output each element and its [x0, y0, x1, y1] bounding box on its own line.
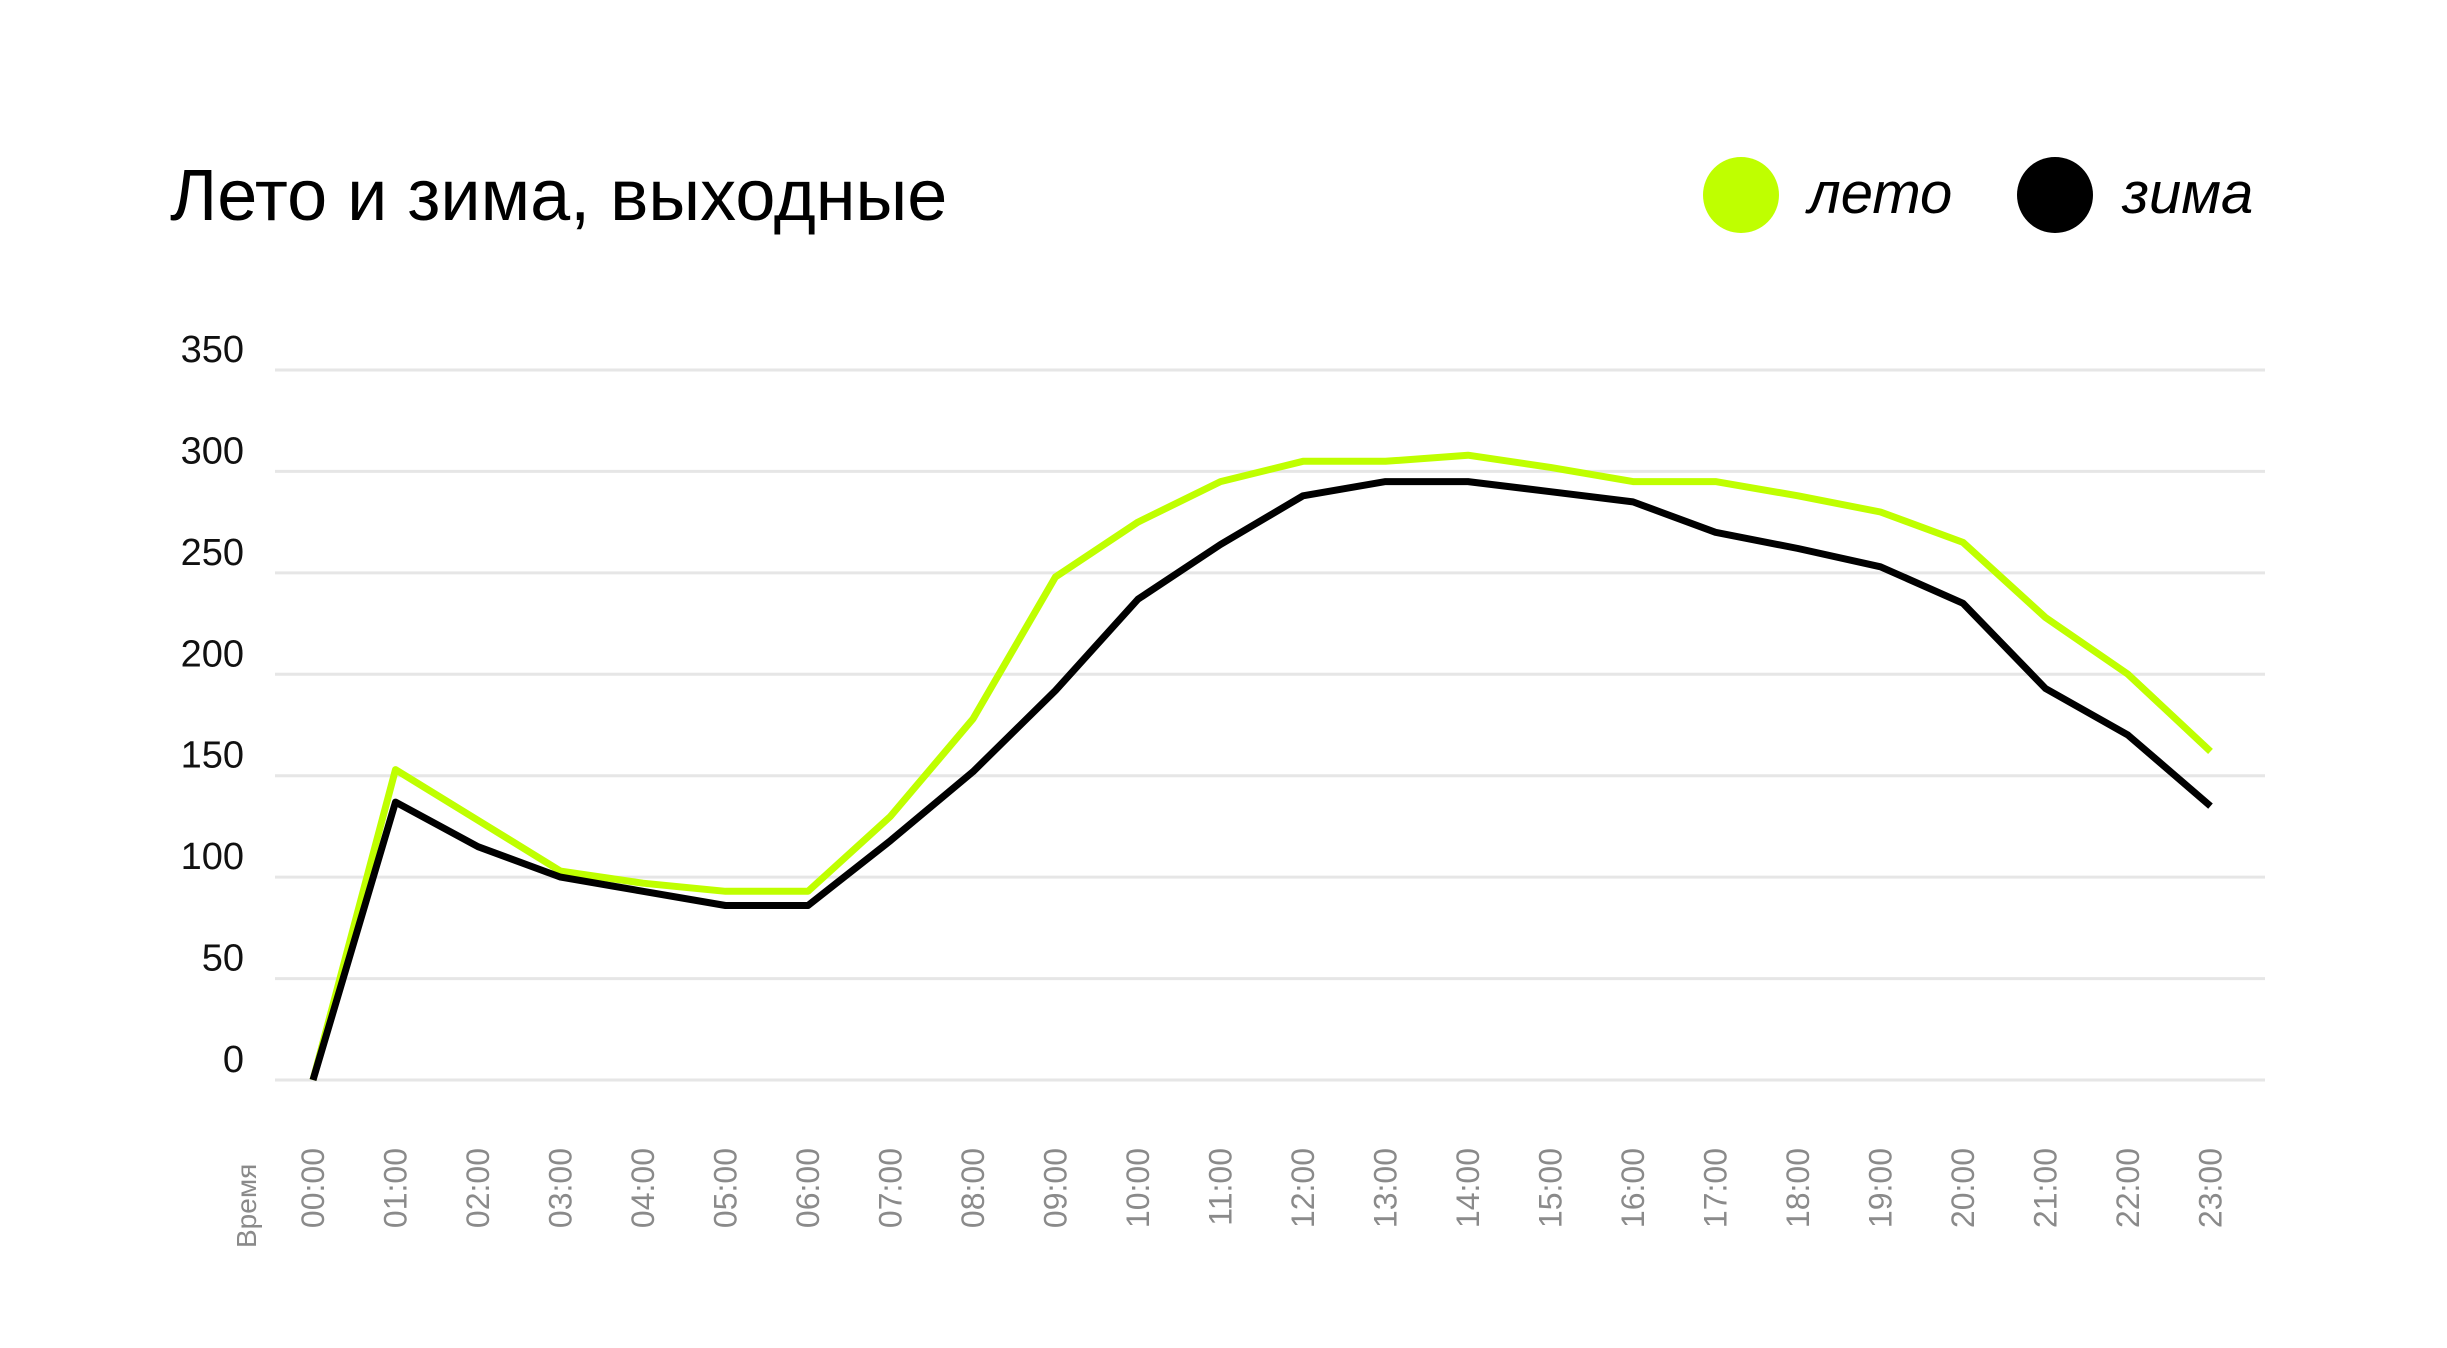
y-tick-label: 100	[181, 836, 244, 878]
y-tick-label: 200	[181, 633, 244, 675]
x-tick-label: 17:00	[1698, 1148, 1734, 1228]
x-tick-label: 14:00	[1450, 1148, 1486, 1228]
x-tick-label: 09:00	[1038, 1148, 1074, 1228]
x-tick-label: 04:00	[625, 1148, 661, 1228]
x-tick-label: 21:00	[2028, 1148, 2064, 1228]
x-tick-label: 00:00	[295, 1148, 331, 1228]
series-line-winter	[309, 478, 2213, 1081]
legend: лето зима	[1703, 157, 2253, 233]
legend-label-summer: лето	[1805, 161, 1952, 226]
gridlines	[275, 368, 2265, 1082]
series-line-summer	[309, 451, 2213, 1081]
x-tick-label: 20:00	[1945, 1148, 1981, 1228]
x-tick-label: 23:00	[2193, 1148, 2229, 1228]
y-tick-label: 50	[202, 938, 244, 980]
legend-marker-summer	[1703, 157, 1779, 233]
x-tick-label: 06:00	[790, 1148, 826, 1228]
y-tick-label: 250	[181, 532, 244, 574]
x-tick-label: 19:00	[1863, 1148, 1899, 1228]
y-axis-ticks: 0 50 100 150 200 250 300 350	[181, 329, 244, 1081]
x-tick-label: 15:00	[1533, 1148, 1569, 1228]
x-tick-label: 01:00	[378, 1148, 414, 1228]
x-tick-label: 18:00	[1780, 1148, 1816, 1228]
legend-label-winter: зима	[2121, 161, 2253, 226]
x-tick-label: 13:00	[1368, 1148, 1404, 1228]
x-tick-label: 11:00	[1203, 1148, 1239, 1226]
y-tick-label: 300	[181, 430, 244, 472]
x-tick-label: 08:00	[955, 1148, 991, 1228]
legend-marker-winter	[2017, 157, 2093, 233]
x-axis-label: Время	[231, 1164, 262, 1248]
x-tick-label: 22:00	[2110, 1148, 2146, 1228]
y-tick-label: 0	[223, 1039, 244, 1081]
series-lines	[309, 451, 2213, 1081]
y-tick-label: 350	[181, 329, 244, 371]
x-tick-label: 02:00	[460, 1148, 496, 1228]
chart-title: Лето и зима, выходные	[170, 156, 947, 236]
x-tick-label: 03:00	[543, 1148, 579, 1228]
x-axis-ticks: 00:00 01:00 02:00 03:00 04:00 05:00 06:00 07:00…	[295, 1148, 2229, 1228]
x-tick-label: 10:00	[1120, 1148, 1156, 1228]
x-tick-label: 07:00	[873, 1148, 909, 1228]
x-tick-label: 05:00	[708, 1148, 744, 1228]
y-tick-label: 150	[181, 735, 244, 777]
x-tick-label: 12:00	[1285, 1148, 1321, 1228]
x-tick-label: 16:00	[1615, 1148, 1651, 1228]
